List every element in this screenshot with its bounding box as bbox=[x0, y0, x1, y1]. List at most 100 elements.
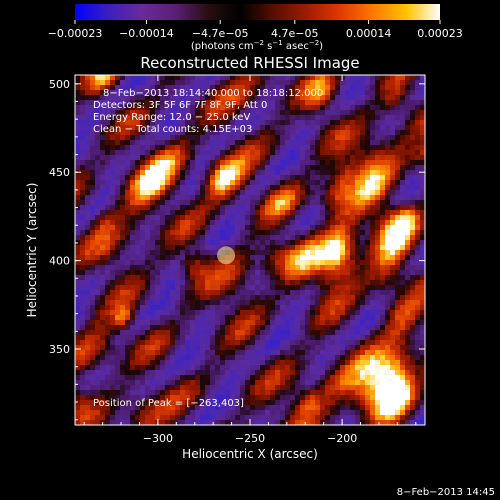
heatmap-cell bbox=[410, 415, 416, 421]
heatmap-cell bbox=[310, 320, 316, 326]
heatmap-cell bbox=[415, 140, 421, 146]
heatmap-cell bbox=[285, 175, 291, 181]
heatmap-cell bbox=[75, 220, 81, 226]
heatmap-cell bbox=[255, 325, 261, 331]
heatmap-cell bbox=[240, 360, 246, 366]
heatmap-cell bbox=[200, 200, 206, 206]
heatmap-cell bbox=[215, 305, 221, 311]
heatmap-cell bbox=[95, 325, 101, 331]
heatmap-cell bbox=[235, 305, 241, 311]
heatmap-cell bbox=[125, 380, 131, 386]
heatmap-cell bbox=[290, 410, 296, 416]
heatmap-cell bbox=[405, 165, 411, 171]
heatmap-cell bbox=[105, 420, 111, 425]
heatmap-cell bbox=[245, 90, 251, 96]
heatmap-cell bbox=[275, 165, 281, 171]
heatmap-cell bbox=[145, 130, 151, 136]
heatmap-cell bbox=[135, 165, 141, 171]
heatmap-cell bbox=[415, 405, 421, 411]
heatmap-cell bbox=[240, 270, 246, 276]
heatmap-cell bbox=[255, 395, 261, 401]
heatmap-cell bbox=[360, 390, 366, 396]
heatmap-cell bbox=[355, 200, 361, 206]
heatmap-cell bbox=[250, 400, 256, 406]
heatmap-cell bbox=[330, 155, 336, 161]
heatmap-cell bbox=[290, 190, 296, 196]
heatmap-cell bbox=[375, 355, 381, 361]
heatmap-cell bbox=[395, 330, 401, 336]
heatmap-cell bbox=[365, 75, 371, 81]
heatmap-cell bbox=[335, 170, 341, 176]
heatmap-cell bbox=[165, 300, 171, 306]
heatmap-cell bbox=[305, 175, 311, 181]
heatmap-cell bbox=[75, 210, 81, 216]
heatmap-cell bbox=[75, 360, 81, 366]
heatmap-cell bbox=[105, 410, 111, 416]
heatmap-cell bbox=[200, 385, 206, 391]
heatmap-cell bbox=[300, 195, 306, 201]
heatmap-cell bbox=[190, 75, 196, 81]
heatmap-cell bbox=[155, 120, 161, 126]
heatmap-cell bbox=[255, 175, 261, 181]
heatmap-cell bbox=[105, 350, 111, 356]
heatmap-cell bbox=[385, 240, 391, 246]
heatmap-cell bbox=[170, 85, 176, 91]
heatmap-cell bbox=[240, 410, 246, 416]
heatmap-cell bbox=[320, 170, 326, 176]
colorbar-unit-label: (photons cm−2 s−1 asec−2) bbox=[191, 39, 323, 52]
heatmap-cell bbox=[125, 225, 131, 231]
heatmap-cell bbox=[340, 325, 346, 331]
heatmap-cell bbox=[145, 165, 151, 171]
heatmap-cell bbox=[380, 395, 386, 401]
heatmap-cell bbox=[95, 320, 101, 326]
heatmap-cell bbox=[355, 80, 361, 86]
heatmap-cell bbox=[145, 325, 151, 331]
heatmap-cell bbox=[225, 390, 231, 396]
heatmap-cell bbox=[385, 80, 391, 86]
heatmap-cell bbox=[220, 275, 226, 281]
heatmap-cell bbox=[185, 400, 191, 406]
heatmap-cell bbox=[230, 220, 236, 226]
heatmap-cell bbox=[130, 140, 136, 146]
heatmap-cell bbox=[415, 225, 421, 231]
heatmap-cell bbox=[360, 110, 366, 116]
heatmap-cell bbox=[385, 210, 391, 216]
heatmap-cell bbox=[100, 100, 106, 106]
heatmap-cell bbox=[295, 385, 301, 391]
heatmap-cell bbox=[150, 290, 156, 296]
heatmap-cell bbox=[270, 385, 276, 391]
heatmap-cell bbox=[95, 115, 101, 121]
heatmap-cell bbox=[335, 195, 341, 201]
heatmap-cell bbox=[395, 235, 401, 241]
heatmap-cell bbox=[405, 380, 411, 386]
heatmap-cell bbox=[255, 350, 261, 356]
heatmap-cell bbox=[210, 90, 216, 96]
heatmap-cell bbox=[125, 325, 131, 331]
heatmap-cell bbox=[200, 370, 206, 376]
heatmap-cell bbox=[220, 395, 226, 401]
heatmap-cell bbox=[390, 370, 396, 376]
heatmap-cell bbox=[410, 335, 416, 341]
heatmap-cell bbox=[115, 410, 121, 416]
heatmap-cell bbox=[305, 290, 311, 296]
heatmap-cell bbox=[320, 265, 326, 271]
heatmap-cell bbox=[260, 230, 266, 236]
heatmap-cell bbox=[305, 140, 311, 146]
heatmap-cell bbox=[75, 90, 81, 96]
heatmap-cell bbox=[265, 280, 271, 286]
heatmap-cell bbox=[350, 215, 356, 221]
heatmap-cell bbox=[185, 245, 191, 251]
heatmap-cell bbox=[410, 220, 416, 226]
heatmap-cell bbox=[315, 330, 321, 336]
heatmap-cell bbox=[190, 350, 196, 356]
heatmap-cell bbox=[250, 320, 256, 326]
heatmap-cell bbox=[190, 140, 196, 146]
heatmap-cell bbox=[385, 255, 391, 261]
heatmap-cell bbox=[115, 85, 121, 91]
heatmap-cell bbox=[290, 235, 296, 241]
heatmap-cell bbox=[150, 185, 156, 191]
heatmap-cell bbox=[350, 190, 356, 196]
heatmap-cell bbox=[255, 160, 261, 166]
heatmap-cell bbox=[180, 200, 186, 206]
